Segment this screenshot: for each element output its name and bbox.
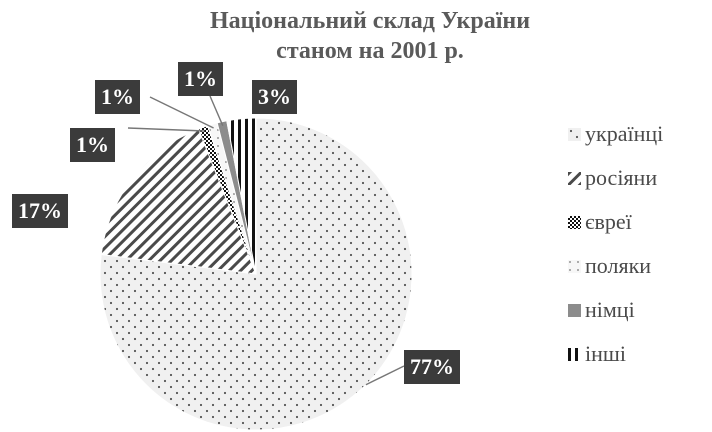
legend-swatch-євреї bbox=[568, 215, 581, 229]
leader-line-німці bbox=[209, 95, 224, 126]
legend-label: поляки bbox=[585, 253, 652, 278]
data-label-інші: 3% bbox=[252, 80, 297, 114]
legend-item: євреї bbox=[568, 200, 710, 244]
pie-slice-українці bbox=[99, 117, 413, 431]
data-label-росіяни: 17% bbox=[12, 194, 68, 228]
legend-item: українці bbox=[568, 112, 710, 156]
legend-swatch-росіяни bbox=[568, 171, 581, 185]
leader-lines bbox=[127, 95, 405, 386]
data-label-німці: 1% bbox=[178, 62, 223, 96]
legend-item: німці bbox=[568, 288, 710, 332]
legend-label: інші bbox=[585, 341, 626, 366]
pie-slices bbox=[99, 117, 413, 431]
legend-swatch-німці bbox=[568, 303, 581, 317]
leader-line-українці bbox=[365, 365, 405, 386]
data-label-українці: 77% bbox=[404, 350, 460, 384]
data-label-євреї: 1% bbox=[70, 128, 115, 162]
legend-label: українці bbox=[585, 121, 664, 146]
pie-slice-росіяни bbox=[100, 128, 257, 275]
pie-slice-інші bbox=[226, 117, 257, 275]
chart-title-line-2: станом на 2001 р. bbox=[276, 38, 464, 64]
legend: українці росіяни євреї поляки німці інші bbox=[568, 112, 710, 374]
legend-item: росіяни bbox=[568, 156, 710, 200]
data-label-поляки: 1% bbox=[95, 80, 140, 114]
legend-item: поляки bbox=[568, 244, 710, 288]
legend-label: росіяни bbox=[585, 165, 658, 190]
legend-item: інші bbox=[568, 332, 710, 376]
leader-line-поляки bbox=[149, 96, 214, 129]
legend-swatch-поляки bbox=[568, 259, 581, 273]
chart-title-line-1: Національний склад України bbox=[209, 8, 531, 34]
leader-line-євреї bbox=[127, 127, 205, 132]
legend-swatch-українці bbox=[568, 127, 581, 141]
legend-swatch-інші bbox=[568, 347, 581, 361]
chart-title: Національний склад України станом на 200… bbox=[160, 6, 580, 66]
legend-label: німці bbox=[585, 297, 635, 322]
legend-label: євреї bbox=[585, 209, 632, 234]
